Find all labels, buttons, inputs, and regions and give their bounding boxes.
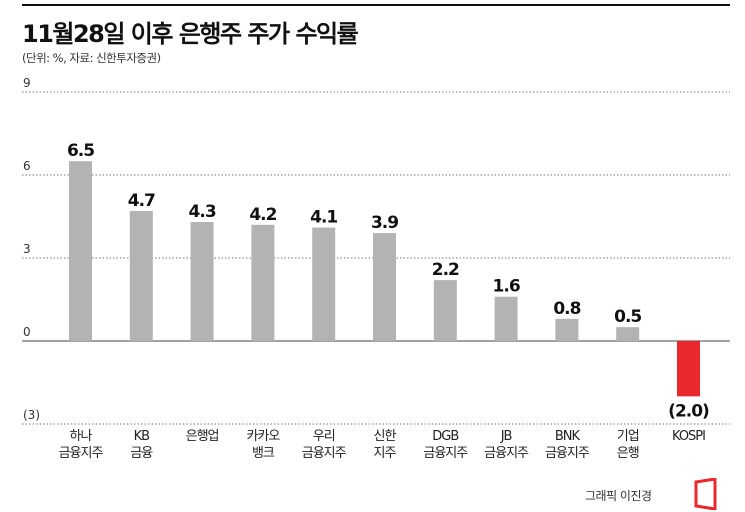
category-label: 은행: [617, 445, 639, 461]
data-label: 0.8: [553, 299, 580, 319]
category-label: 금융지주: [59, 446, 104, 461]
category-label: 금융지주: [423, 446, 468, 461]
data-label: 2.2: [432, 260, 459, 280]
category-label: 금융지주: [484, 446, 529, 461]
y-tick-label: 0: [23, 325, 31, 339]
data-label: 6.5: [67, 141, 94, 161]
chart-subtitle: (단위: %, 자료: 신한투자증권): [22, 51, 161, 65]
bar: [494, 296, 518, 341]
data-label: (2.0): [668, 401, 709, 421]
bar: [555, 318, 579, 341]
category-label: 은행업: [186, 428, 219, 444]
bar: [373, 233, 396, 341]
bar-layer: [69, 161, 700, 397]
y-tick-label: (3): [23, 408, 40, 422]
bar: [677, 341, 700, 397]
category-label: 금융지주: [302, 446, 347, 461]
top-rule: [22, 4, 730, 6]
category-label: 카카오: [246, 429, 280, 444]
bar: [190, 222, 214, 341]
data-label: 4.7: [128, 191, 155, 211]
bar: [616, 327, 640, 341]
category-label: KB: [134, 429, 150, 444]
data-label: 4.2: [249, 205, 276, 225]
category-label: 금융: [130, 446, 153, 461]
category-label: 지주: [374, 446, 397, 461]
data-label: 4.3: [189, 202, 216, 222]
category-label: JB: [500, 429, 512, 444]
category-label: 기업: [617, 429, 639, 444]
bar: [129, 210, 153, 341]
category-label: 우리: [313, 429, 335, 444]
chart-title: 11월28일 이후 은행주 주가 수익률: [22, 20, 359, 48]
data-label: 0.5: [614, 307, 641, 327]
bar: [312, 227, 336, 341]
y-tick-label: 9: [23, 76, 31, 90]
category-label: 금융지주: [545, 446, 590, 461]
category-label: KOSPI: [672, 429, 705, 444]
category-label: 신한: [374, 429, 397, 444]
y-tick-label: 3: [23, 242, 31, 256]
data-label: 4.1: [310, 208, 337, 228]
graphic-credit: 그래픽 이진경: [585, 489, 652, 503]
data-label: 1.6: [493, 277, 520, 297]
bar: [433, 280, 457, 341]
data-label: 3.9: [371, 213, 398, 233]
category-label: 뱅크: [252, 446, 275, 461]
bar: [251, 224, 275, 341]
category-label: 하나: [70, 429, 93, 444]
publisher-logo-icon: [694, 478, 717, 510]
bar: [69, 161, 92, 341]
category-label: BNK: [555, 429, 581, 444]
y-tick-label: 6: [23, 159, 31, 173]
category-label: DGB: [432, 429, 458, 444]
